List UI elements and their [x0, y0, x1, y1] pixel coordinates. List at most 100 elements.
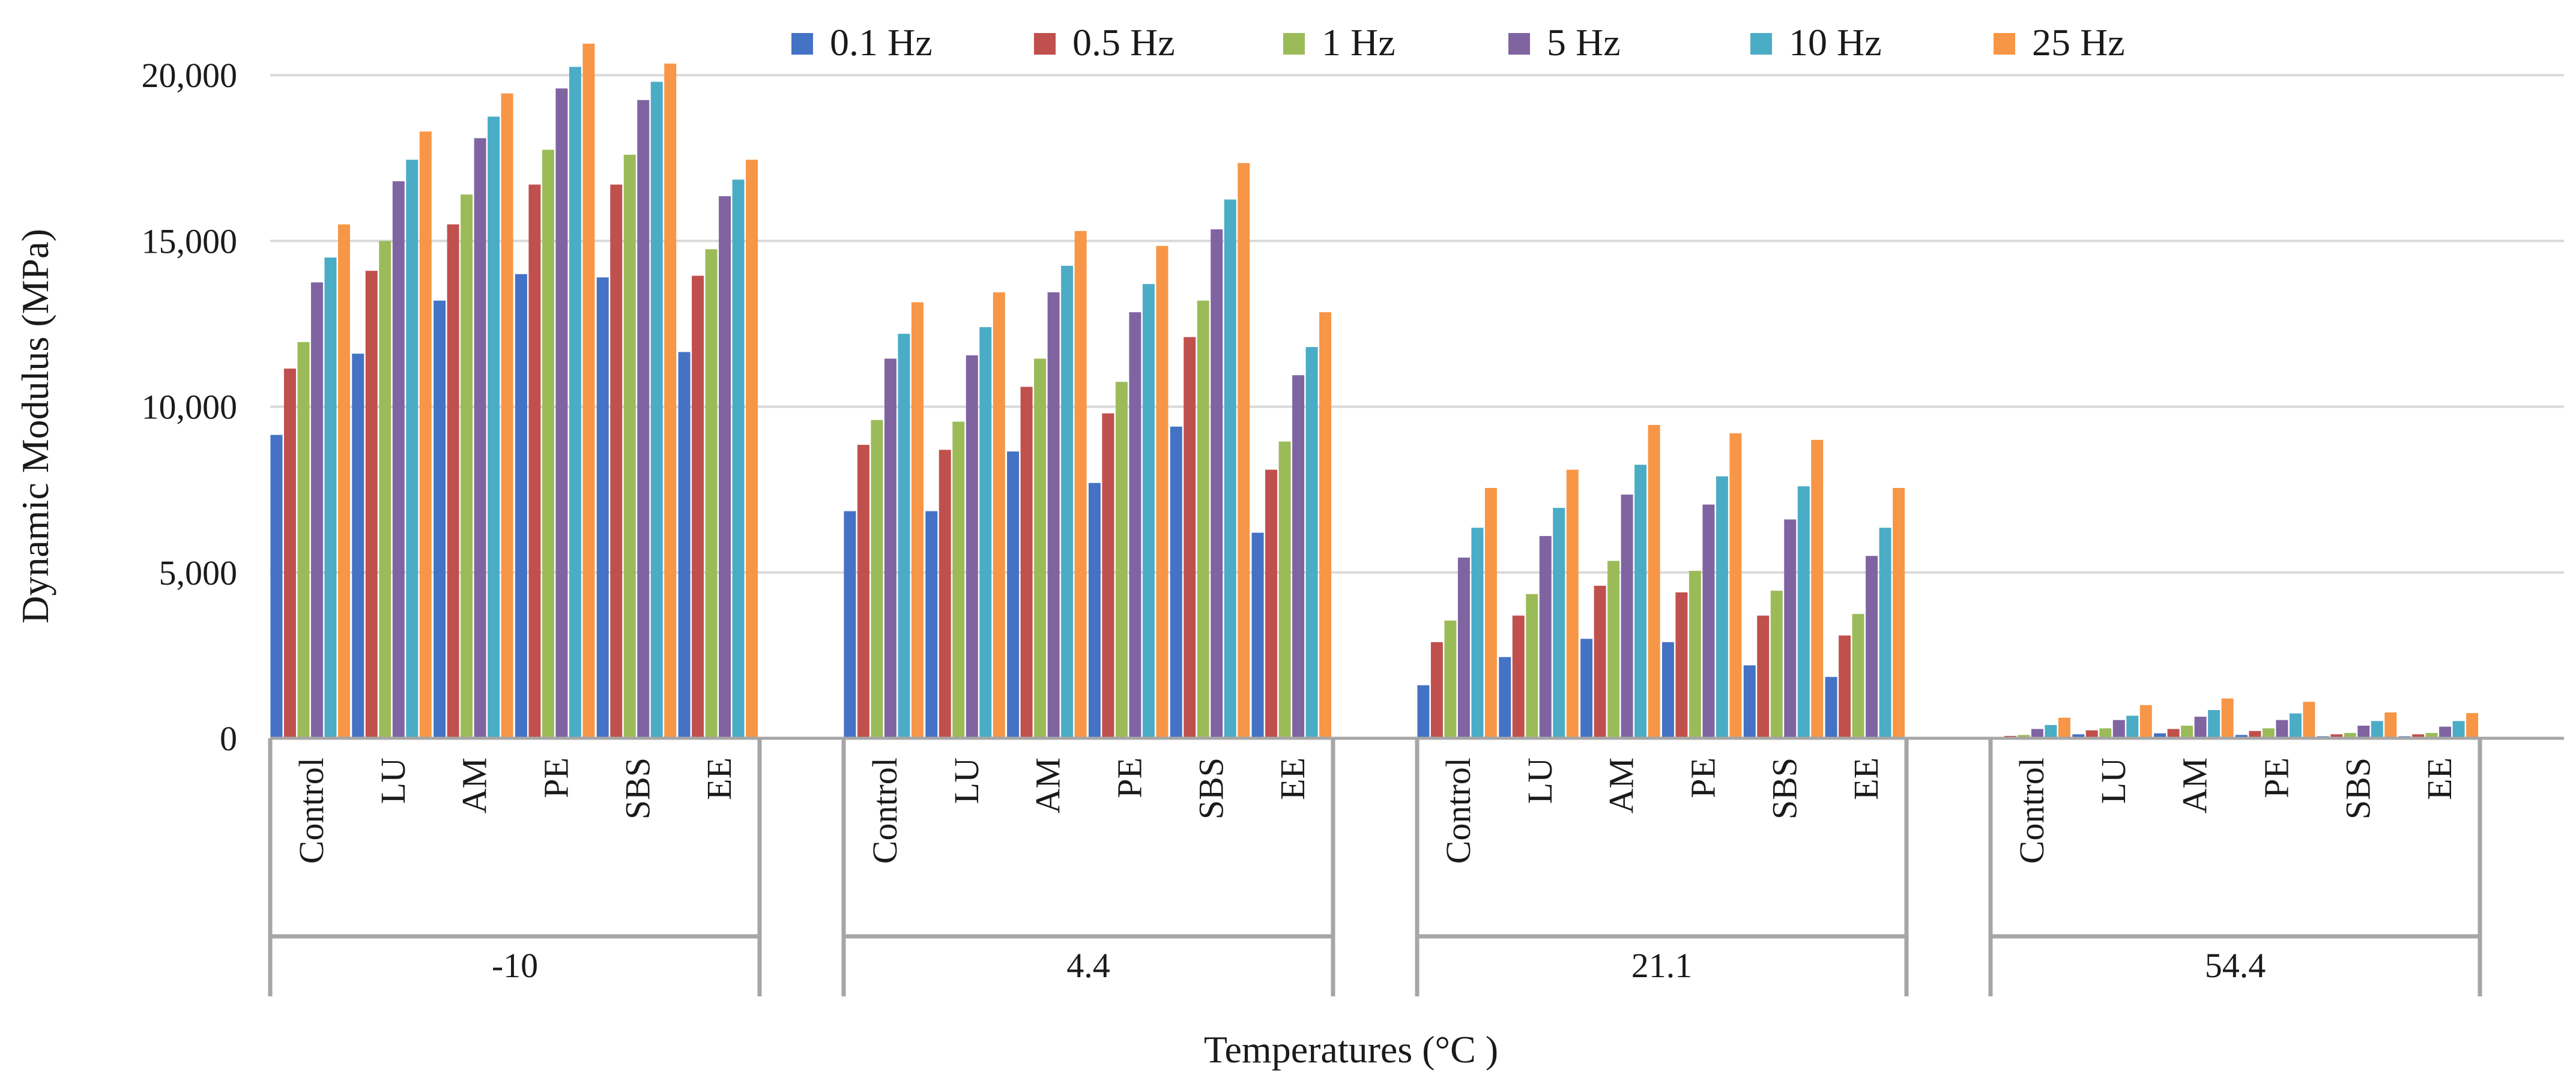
bar-5hz	[392, 181, 405, 738]
bar-1hz	[461, 194, 473, 739]
bar-0.1hz	[1661, 642, 1674, 738]
legend-swatch	[1283, 33, 1305, 55]
bar-0.1hz	[596, 277, 609, 738]
legend-label: 10 Hz	[1789, 21, 1882, 64]
category-label: LU	[947, 757, 986, 804]
bar-25hz	[1729, 433, 1742, 738]
legend-swatch	[1034, 33, 1056, 55]
bar-5hz	[2439, 726, 2452, 738]
bar-0.5hz	[1184, 337, 1196, 738]
bar-5hz	[2276, 720, 2288, 738]
bar-0.5hz	[692, 276, 704, 738]
bar-25hz	[1319, 312, 1332, 738]
bar-10hz	[1553, 508, 1565, 738]
bar-1hz	[2181, 726, 2194, 738]
bar-0.1hz	[1088, 483, 1101, 738]
bar-5hz	[1292, 375, 1305, 738]
bar-5hz	[1211, 229, 1223, 739]
category-label: AM	[1029, 757, 1068, 813]
bar-0.5hz	[1839, 635, 1851, 738]
bar-0.5hz	[528, 184, 541, 738]
bar-1hz	[2425, 733, 2438, 738]
bar-10hz	[1879, 528, 1891, 738]
bar-1hz	[705, 249, 718, 738]
bar-1hz	[2018, 735, 2030, 738]
bar-0.5hz	[2085, 730, 2098, 738]
bar-1hz	[2262, 728, 2275, 738]
legend-label: 25 Hz	[2032, 21, 2125, 64]
bar-10hz	[979, 327, 992, 738]
bar-0.1hz	[2072, 734, 2085, 738]
bar-10hz	[2126, 715, 2139, 738]
legend-label: 5 Hz	[1547, 21, 1621, 64]
bar-25hz	[1238, 163, 1250, 739]
category-label: SBS	[1765, 757, 1804, 819]
category-label: Control	[1439, 757, 1478, 864]
bar-5hz	[884, 358, 896, 738]
bar-0.5hz	[283, 369, 296, 738]
bar-0.5hz	[2167, 729, 2180, 738]
bar-0.1hz	[844, 511, 856, 738]
bar-10hz	[569, 67, 581, 738]
bar-10hz	[1716, 476, 1728, 738]
bar-5hz	[1866, 556, 1878, 738]
y-tick-label: 10,000	[142, 388, 238, 427]
bar-10hz	[2045, 724, 2057, 738]
bar-0.5hz	[447, 224, 459, 738]
bar-5hz	[1129, 312, 1141, 738]
bar-25hz	[664, 63, 677, 738]
bar-1hz	[297, 342, 310, 738]
bar-5hz	[2194, 717, 2207, 738]
category-label: SBS	[1191, 757, 1230, 819]
category-label: EE	[700, 757, 739, 800]
x-axis-label: Temperatures (°C )	[1204, 1028, 1498, 1071]
bar-1hz	[2344, 733, 2356, 738]
legend-swatch	[791, 33, 813, 55]
category-label: EE	[2420, 757, 2459, 800]
x-axis: Control LU AM PE SBS EE -10 Control LU AM PE SBS EE 4…	[268, 736, 2564, 996]
bar-25hz	[419, 131, 432, 739]
bar-0.5hz	[857, 445, 869, 738]
bar-5hz	[474, 138, 486, 738]
bar-25hz	[501, 93, 513, 739]
bar-5hz	[719, 196, 731, 738]
bars	[270, 43, 2479, 739]
category-label: EE	[1846, 757, 1885, 800]
y-tick-label: 5,000	[159, 553, 238, 592]
bar-0.5hz	[1594, 585, 1606, 738]
group-label: -10	[492, 946, 538, 985]
category-label: LU	[1520, 757, 1559, 804]
y-axis-label: Dynamic Modulus (MPa)	[14, 229, 56, 624]
bar-0.1hz	[1825, 676, 1837, 738]
category-label: LU	[373, 757, 413, 804]
group-label: 4.4	[1066, 946, 1110, 985]
category-label: PE	[2257, 757, 2296, 798]
bar-5hz	[310, 282, 323, 738]
bar-0.1hz	[925, 511, 938, 738]
category-label: EE	[1273, 757, 1312, 800]
bar-1hz	[1444, 620, 1457, 738]
bar-25hz	[2221, 698, 2234, 738]
bar-25hz	[1566, 469, 1579, 738]
bar-0.1hz	[1499, 657, 1511, 738]
category-label: AM	[1602, 757, 1641, 813]
legend-label: 0.1 Hz	[830, 21, 933, 64]
bar-5hz	[1539, 536, 1552, 738]
bar-0.5hz	[365, 271, 378, 739]
bar-25hz	[2303, 702, 2315, 738]
legend: 0.1 Hz 0.5 Hz 1 Hz 5 Hz 10 Hz 25 Hz	[791, 21, 2125, 64]
bar-0.5hz	[2249, 730, 2261, 738]
bar-25hz	[1648, 425, 1660, 738]
category-label: AM	[455, 757, 494, 813]
bar-25hz	[746, 160, 758, 739]
category-label: Control	[865, 757, 904, 864]
bar-1hz	[1689, 571, 1701, 738]
bar-1hz	[952, 421, 965, 738]
y-tick-label: 0	[220, 719, 237, 758]
legend-swatch	[1994, 33, 2015, 55]
bar-5hz	[555, 88, 568, 738]
bar-5hz	[2112, 720, 2125, 738]
bar-10hz	[324, 257, 337, 738]
bar-1hz	[1197, 300, 1209, 738]
y-tick-label: 15,000	[142, 221, 238, 260]
